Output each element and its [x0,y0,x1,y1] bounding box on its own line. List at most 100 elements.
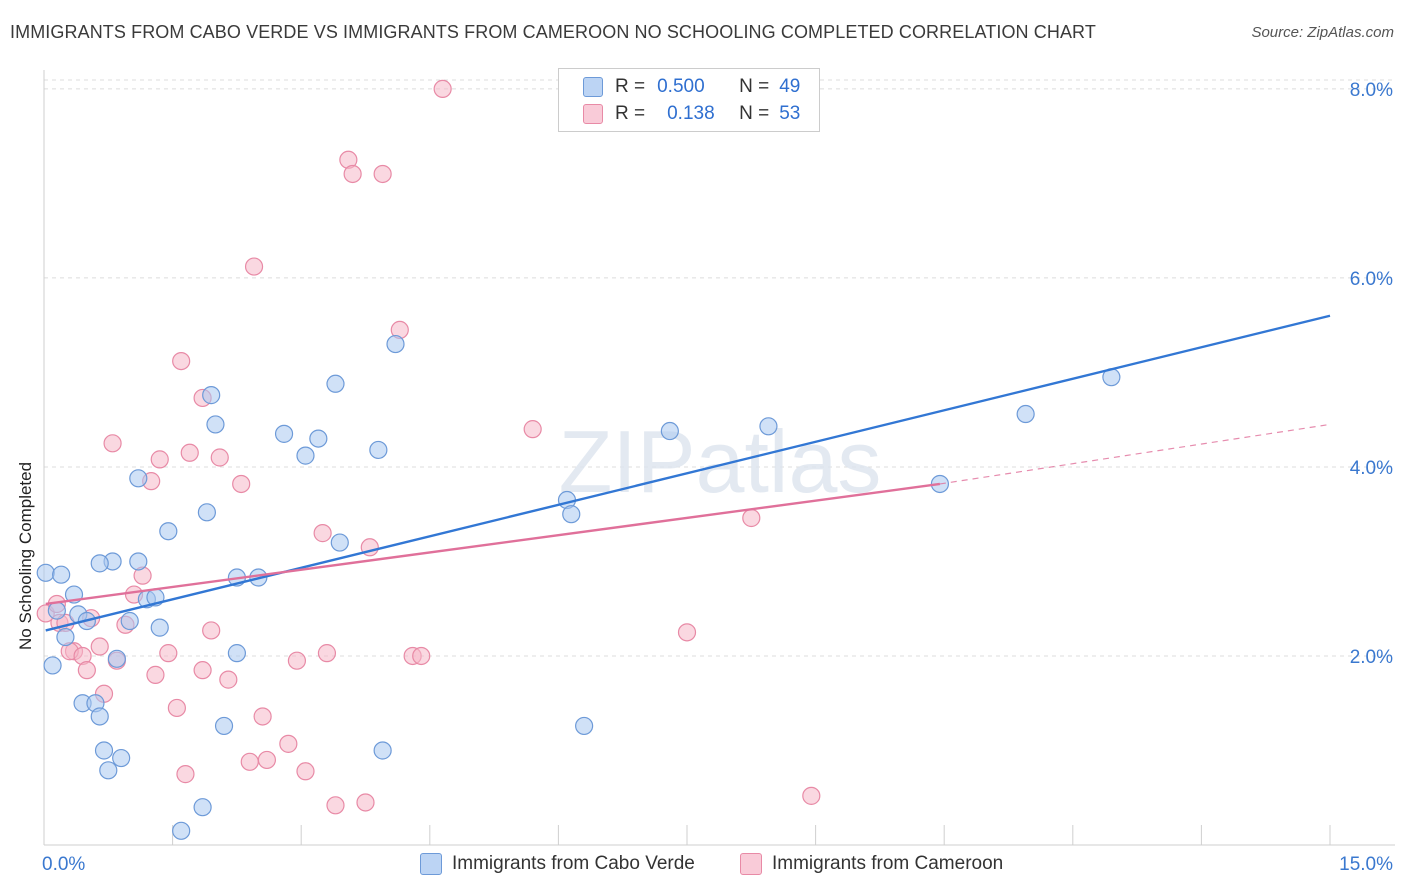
legend-swatch-blue [583,77,603,97]
caboverde-point [94,741,114,760]
caboverde-point [159,522,178,541]
legend-row-cameroon: R = 0.138 N = 53 [583,102,800,126]
legend-r-value: 0.138 [667,103,715,124]
legend-r-value: 0.500 [657,76,705,97]
cameroon-point [356,793,375,812]
y-tick-label: 6.0% [1350,269,1393,290]
caboverde-point [309,429,328,448]
cameroon-point [150,450,169,469]
x-tick-label: 15.0% [1339,854,1393,875]
cameroon-point [326,796,345,815]
cameroon-point [317,644,337,663]
stats-legend: R = 0.500 N = 49 R = 0.138 N = 53 [558,68,820,132]
bottom-legend-caboverde: Immigrants from Cabo Verde [420,850,695,878]
cameroon-point [296,762,315,781]
cameroon-point [677,623,697,642]
caboverde-point [1016,404,1035,424]
y-tick-label: 2.0% [1350,647,1393,668]
caboverde-point [56,627,75,647]
caboverde-point [43,656,62,675]
caboverde-point [172,821,191,840]
x-tick-label: 0.0% [42,854,85,875]
caboverde-point [202,386,221,405]
cameroon-point [257,750,277,770]
cameroon-point [210,448,229,467]
legend-swatch-pink [583,104,603,124]
cameroon-point [180,443,199,462]
bottom-legend-label: Immigrants from Cameroon [772,853,1004,874]
cameroon-point [240,752,259,771]
legend-row-caboverde: R = 0.500 N = 49 [583,75,800,99]
cameroon-point [232,474,251,494]
cameroon-point [193,661,212,680]
caboverde-point [52,565,71,584]
cameroon-point [202,621,221,640]
bottom-legend-label: Immigrants from Cabo Verde [452,853,695,874]
cameroon-point [313,524,332,543]
caboverde-point [214,716,234,736]
cameroon-point [433,79,452,99]
caboverde-point [36,563,55,582]
cameroon-point [146,665,165,684]
trend-line-caboverde [45,314,1331,632]
bottom-legend-swatch-blue [420,853,442,875]
cameroon-point [90,637,109,656]
grid-lines [44,79,1395,657]
caboverde-point [129,469,148,488]
watermark: ZIPatlas [559,412,882,511]
cameroon-point [742,508,761,528]
caboverde-point [112,748,131,768]
caboverde-point [373,741,392,760]
trend-line-cameroon [45,482,941,606]
legend-r-label: R = [615,76,646,97]
cameroon-point [343,164,362,184]
cameroon-point [77,661,96,680]
caboverde-point [759,417,778,436]
chart-title: IMMIGRANTS FROM CABO VERDE VS IMMIGRANTS… [10,22,1096,42]
cameroon-point [253,707,272,726]
caboverde-point [386,334,405,354]
caboverde-point [193,798,212,817]
cameroon-point [287,651,307,670]
y-tick-label: 8.0% [1350,80,1393,101]
cameroon-point [412,646,431,666]
source-label: Source: ZipAtlas.com [1251,24,1394,41]
caboverde-point [99,761,118,780]
trend-extension-cameroon [939,423,1331,485]
cameroon-point [244,257,264,276]
legend-n-value: 53 [779,103,801,124]
cameroon-point [279,734,298,753]
caboverde-point [369,440,388,460]
caboverde-point [660,421,679,441]
cameroon-point [523,420,542,439]
caboverde-point [326,374,345,393]
caboverde-point [47,601,66,620]
y-tick-label: 4.0% [1350,458,1393,479]
caboverde-point [90,707,109,726]
cameroon-point [159,644,178,663]
y-axis-label: No Schooling Completed [16,461,35,650]
cameroon-point [167,698,186,718]
cameroon-point [176,765,195,784]
tick-labels: 2.0% 4.0% 6.0% 8.0% 0.0% 15.0% [42,80,1393,875]
caboverde-point [274,424,294,443]
caboverde-point [197,503,216,522]
caboverde-point [330,533,349,552]
caboverde-point [90,554,109,573]
caboverde-point [296,446,315,465]
caboverde-point [575,716,594,736]
cameroon-point [219,670,238,689]
legend-n-label: N = [739,103,770,124]
caboverde-point [129,552,148,571]
caboverde-point [107,649,126,668]
caboverde-point [562,505,581,524]
cameroon-point [172,351,191,371]
caboverde-point [206,415,225,434]
cameroon-point [802,786,821,805]
legend-n-value: 49 [779,76,801,97]
bottom-legend-cameroon: Immigrants from Cameroon [740,850,1003,878]
caboverde-point [120,611,139,631]
bottom-legend-swatch-pink [740,853,762,875]
legend-r-label: R = [615,103,646,124]
